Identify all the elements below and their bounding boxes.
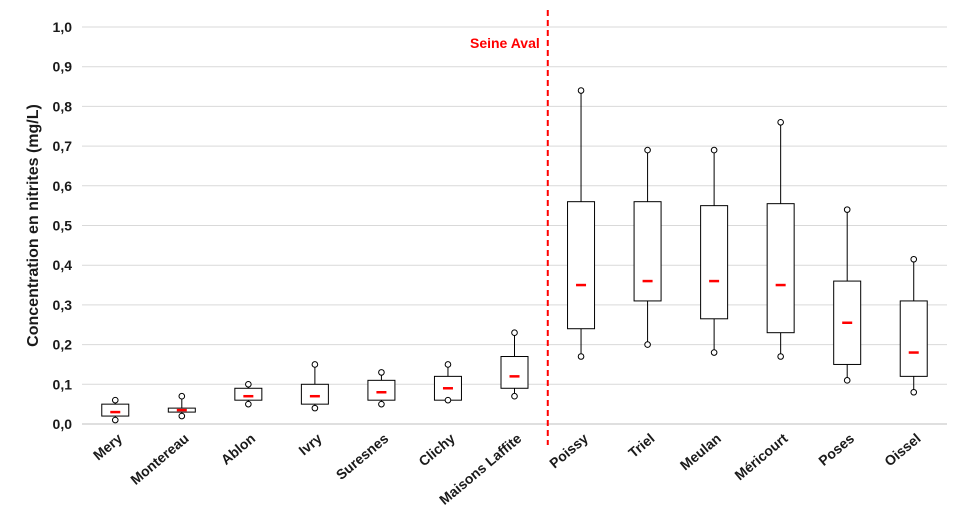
min-point	[445, 397, 451, 403]
min-point	[911, 389, 917, 395]
category-label: Oissel	[881, 430, 923, 469]
box-6	[434, 362, 461, 403]
iqr-box	[368, 380, 395, 400]
category-label: Mery	[90, 430, 125, 463]
max-point	[512, 330, 518, 336]
min-point	[844, 378, 850, 384]
min-point	[312, 405, 318, 411]
boxes	[102, 88, 927, 423]
category-label: Triel	[625, 430, 657, 461]
y-tick-label: 0,9	[53, 59, 73, 75]
min-point	[112, 417, 118, 423]
seine-aval-label: Seine Aval	[470, 35, 540, 51]
category-label: Suresnes	[333, 430, 392, 483]
max-point	[778, 119, 784, 125]
iqr-box	[701, 206, 728, 319]
max-point	[179, 393, 185, 399]
max-point	[379, 370, 385, 376]
box-11	[767, 119, 794, 359]
box-10	[701, 147, 728, 355]
max-point	[911, 256, 917, 262]
max-point	[578, 88, 584, 94]
y-tick-label: 0,7	[53, 138, 73, 154]
y-tick-label: 0,2	[53, 337, 73, 353]
max-point	[711, 147, 717, 153]
category-label: Poissy	[546, 430, 591, 471]
min-point	[246, 401, 252, 407]
category-label: Montereau	[127, 430, 192, 488]
y-axis-ticks: 0,0 0,1 0,2 0,3 0,4 0,5 0,6 0,7 0,8 0,9 1,0	[53, 19, 73, 432]
max-point	[445, 362, 451, 368]
min-point	[578, 354, 584, 360]
y-tick-label: 0,3	[53, 297, 73, 313]
category-label: Meulan	[677, 430, 724, 473]
y-tick-label: 0,5	[53, 218, 73, 234]
min-point	[379, 401, 385, 407]
max-point	[645, 147, 651, 153]
box-13	[900, 256, 927, 395]
box-3	[235, 382, 262, 407]
category-label: Poses	[815, 430, 857, 469]
max-point	[312, 362, 318, 368]
iqr-box	[900, 301, 927, 376]
box-4	[301, 362, 328, 411]
y-tick-label: 0,6	[53, 178, 73, 194]
box-12	[834, 207, 861, 383]
max-point	[844, 207, 850, 213]
iqr-box	[235, 388, 262, 400]
category-label: Clichy	[415, 430, 458, 469]
box-2	[168, 393, 195, 418]
box-5	[368, 370, 395, 407]
x-axis-categories: Mery Montereau Ablon Ivry Suresnes ClichyMais…	[90, 430, 924, 508]
iqr-box	[568, 202, 595, 329]
box-8	[568, 88, 595, 360]
box-7	[501, 330, 528, 399]
box-1	[102, 397, 129, 422]
min-point	[645, 342, 651, 348]
box-9	[634, 147, 661, 347]
iqr-box	[634, 202, 661, 301]
iqr-box	[301, 384, 328, 404]
y-tick-label: 0,8	[53, 98, 73, 114]
min-point	[512, 393, 518, 399]
y-axis-title: Concentration en nitrites (mg/L)	[25, 104, 42, 347]
min-point	[778, 354, 784, 360]
min-point	[711, 350, 717, 356]
y-tick-label: 0,0	[53, 416, 73, 432]
iqr-box	[767, 204, 794, 333]
y-tick-label: 0,1	[53, 376, 73, 392]
category-label: Ablon	[218, 430, 259, 468]
y-tick-label: 1,0	[53, 19, 73, 35]
max-point	[246, 382, 252, 388]
category-label: Ivry	[295, 430, 325, 458]
iqr-box	[501, 357, 528, 389]
max-point	[112, 397, 118, 403]
iqr-box	[102, 404, 129, 416]
y-tick-label: 0,4	[53, 257, 73, 273]
min-point	[179, 413, 185, 419]
category-label: Méricourt	[731, 430, 790, 483]
